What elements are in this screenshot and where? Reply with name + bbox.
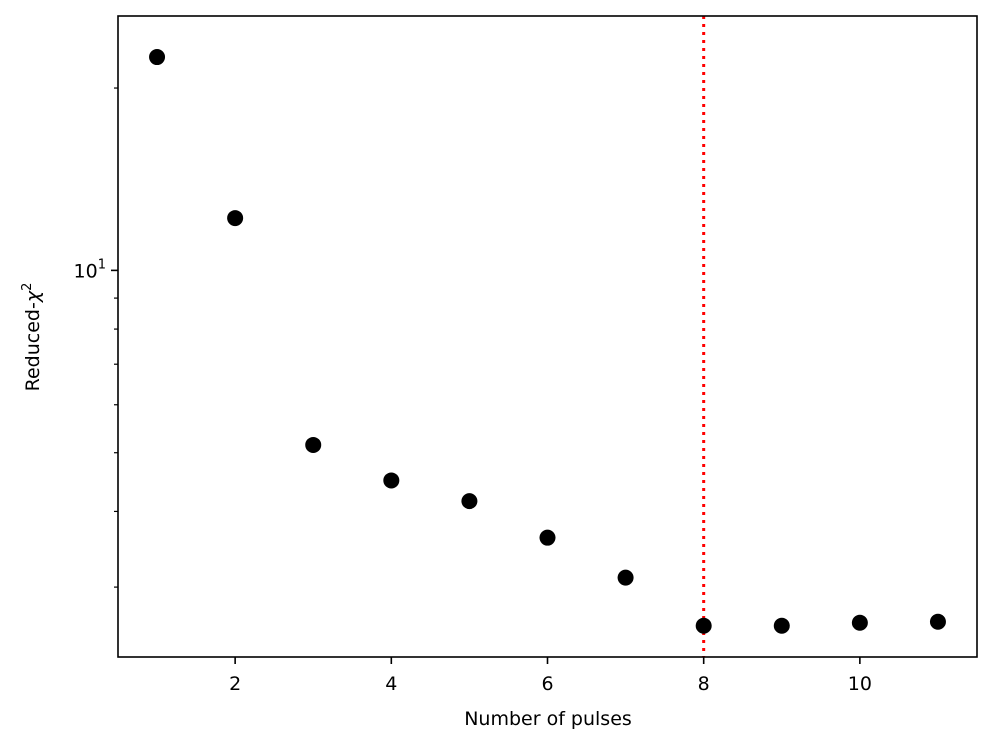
x-axis-ticks: 2 4 6 8 10 xyxy=(229,657,872,695)
y-axis-label-base: Reduced- xyxy=(22,302,44,391)
data-point xyxy=(149,49,166,66)
data-point xyxy=(539,529,556,546)
data-point xyxy=(929,613,946,630)
data-point xyxy=(227,210,244,227)
y-tick-label: 101 xyxy=(74,257,106,282)
y-axis-ticks: 101 xyxy=(74,87,118,588)
y-axis-label-symbol: χ xyxy=(22,290,44,303)
axes-frame xyxy=(117,15,978,658)
data-point xyxy=(383,472,400,489)
data-point xyxy=(305,436,322,453)
x-tick-label: 10 xyxy=(848,673,872,695)
data-point xyxy=(461,493,478,510)
data-point xyxy=(773,617,790,634)
plot-area xyxy=(149,16,946,657)
y-axis-label: Reduced-χ2 xyxy=(20,283,44,392)
data-point xyxy=(695,617,712,634)
x-tick-label: 2 xyxy=(229,673,241,695)
y-axis-label-superscript: 2 xyxy=(20,283,35,291)
x-tick-label: 4 xyxy=(385,673,397,695)
x-tick-label: 6 xyxy=(541,673,553,695)
data-point xyxy=(617,569,634,586)
axes: 2 4 6 8 10 101 xyxy=(74,15,978,695)
x-axis-label: Number of pulses xyxy=(464,708,632,730)
x-tick-label: 8 xyxy=(698,673,710,695)
data-point xyxy=(851,614,868,631)
